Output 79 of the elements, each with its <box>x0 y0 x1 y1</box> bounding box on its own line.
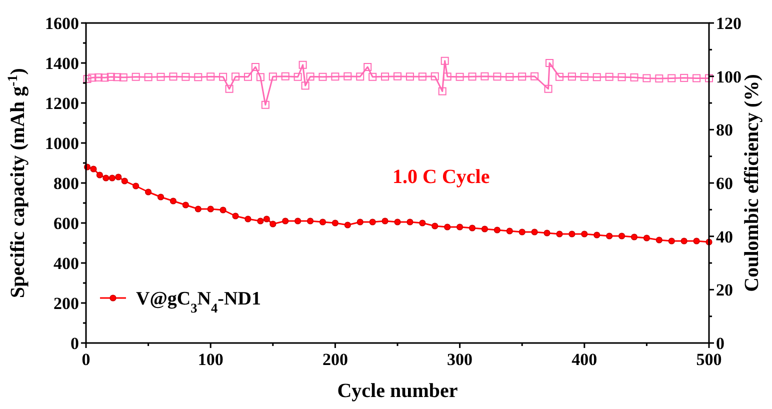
x-tick-label: 300 <box>447 350 473 369</box>
point <box>630 234 638 240</box>
y2-axis-title: Coulombic efficiency (%) <box>741 74 763 292</box>
point <box>419 220 426 226</box>
y-tick-label: 800 <box>54 174 79 193</box>
y-tick-label: 1000 <box>45 134 79 153</box>
point <box>232 212 239 220</box>
point <box>581 230 588 238</box>
x-tick-label: 500 <box>696 350 722 369</box>
point <box>494 226 500 234</box>
x-tick-label: 0 <box>82 350 90 369</box>
y2-tick-label: 80 <box>716 120 733 140</box>
point <box>432 222 438 230</box>
point <box>456 224 464 230</box>
point <box>207 206 214 212</box>
y2-tick-label: 60 <box>716 174 733 193</box>
point <box>680 238 688 244</box>
point <box>121 178 128 184</box>
point <box>444 224 451 230</box>
x-axis-title: Cycle number <box>337 380 458 402</box>
point <box>693 238 700 244</box>
point <box>96 172 104 178</box>
point <box>618 232 626 240</box>
point <box>356 218 364 226</box>
point <box>518 228 526 236</box>
point <box>220 206 226 214</box>
point <box>115 174 122 180</box>
y-tick-label: 1200 <box>45 94 79 113</box>
legend-label: V@gC$_{3}$N$_{4}$-ND1 <box>136 288 261 316</box>
point <box>170 198 177 204</box>
y2-tick-label: 120 <box>716 14 742 33</box>
point <box>270 220 276 228</box>
point <box>282 218 289 224</box>
point <box>481 226 488 232</box>
y-tick-label: 400 <box>54 254 79 273</box>
point <box>382 218 388 224</box>
point <box>244 216 252 222</box>
point <box>394 218 401 226</box>
point <box>90 166 97 172</box>
point <box>556 230 563 238</box>
point <box>332 220 338 226</box>
point <box>544 230 550 236</box>
point <box>194 206 202 212</box>
point <box>257 218 264 224</box>
point <box>157 194 164 200</box>
annotation: 1.0 C Cycle <box>392 166 490 188</box>
point <box>182 202 189 208</box>
point <box>594 232 600 238</box>
y2-tick-label: 100 <box>716 67 742 86</box>
point <box>102 174 110 182</box>
point <box>108 174 116 182</box>
point <box>606 232 613 240</box>
y2-tick-label: 40 <box>716 227 733 246</box>
y-tick-label: 600 <box>54 214 79 233</box>
point <box>319 218 326 226</box>
point <box>306 218 314 224</box>
y-tick-label: 1400 <box>45 54 79 73</box>
x-tick-label: 400 <box>572 350 598 369</box>
y2-tick-label: 20 <box>716 280 733 300</box>
y-tick-label: 0 <box>70 334 79 353</box>
x-tick-label: 100 <box>198 350 224 369</box>
point <box>132 182 140 190</box>
point <box>145 188 152 196</box>
point <box>468 224 476 232</box>
point <box>369 218 376 226</box>
point <box>568 230 576 238</box>
point <box>506 228 513 234</box>
point <box>656 236 662 244</box>
point <box>344 222 351 228</box>
point <box>531 228 538 236</box>
x-tick-label: 200 <box>322 350 348 369</box>
point <box>406 218 414 226</box>
point <box>294 218 302 224</box>
y-tick-label: 1600 <box>45 14 79 33</box>
point <box>668 238 675 244</box>
y2-tick-label: 0 <box>716 334 724 353</box>
y-tick-label: 200 <box>54 294 79 313</box>
point <box>263 216 270 222</box>
point <box>643 234 650 242</box>
